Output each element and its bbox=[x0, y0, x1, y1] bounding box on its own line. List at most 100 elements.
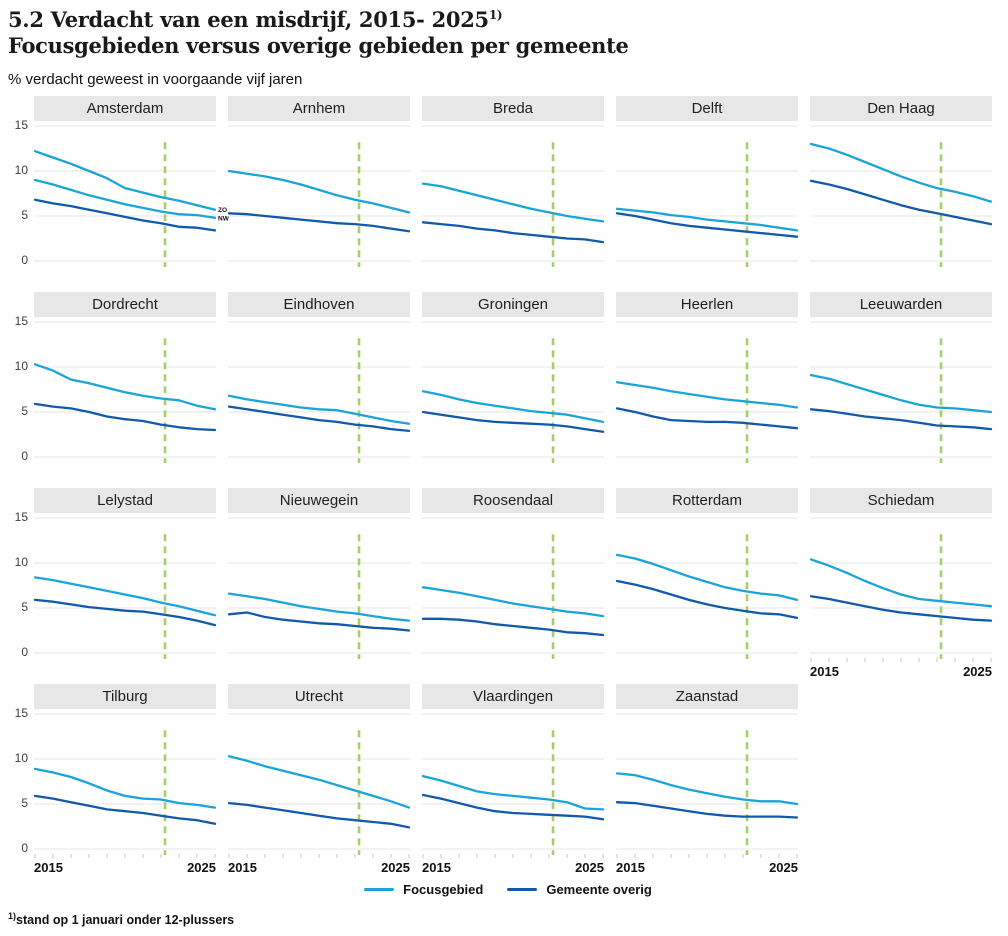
panel-chart-svg bbox=[615, 517, 799, 659]
focusgebied-line bbox=[421, 182, 605, 223]
panel-title: Leeuwarden bbox=[810, 292, 992, 317]
panel-tilburg: Tilburg 2015 2025 bbox=[33, 684, 217, 876]
panel-title: Nieuwegein bbox=[228, 488, 410, 513]
x-axis-label-end: 2025 bbox=[187, 860, 216, 875]
gemeente-overig-line bbox=[33, 598, 217, 627]
gemeente-overig-line bbox=[227, 212, 411, 233]
footnote-sup: 1) bbox=[8, 911, 17, 921]
panel-chart-svg bbox=[421, 517, 605, 659]
y-axis-gutter: 15 10 5 0 bbox=[8, 292, 34, 484]
focusgebied-line bbox=[615, 207, 799, 232]
footnote: 1)stand op 1 januari onder 12-plussers bbox=[8, 911, 1008, 927]
x-axis-label-end: 2025 bbox=[381, 860, 410, 875]
gemeente-overig-line bbox=[227, 405, 411, 433]
x-axis-label-start: 2015 bbox=[810, 664, 839, 679]
legend-swatch bbox=[364, 887, 395, 892]
x-axis-label-end: 2025 bbox=[769, 860, 798, 875]
y-axis-label: 0 bbox=[21, 253, 28, 267]
panel-title: Vlaardingen bbox=[422, 684, 604, 709]
panel-title: Heerlen bbox=[616, 292, 798, 317]
y-axis-label: 0 bbox=[21, 449, 28, 463]
gemeente-overig-line bbox=[421, 410, 605, 433]
panel-title: Tilburg bbox=[34, 684, 216, 709]
focusgebied-line bbox=[809, 558, 993, 608]
y-axis-label: 0 bbox=[21, 645, 28, 659]
panel-rotterdam: Rotterdam bbox=[615, 488, 799, 680]
focusgebied-line bbox=[33, 576, 217, 617]
panel-chart-svg: 2015 2025 bbox=[809, 517, 993, 679]
panel-title: Den Haag bbox=[810, 96, 992, 121]
series-annotation-nw: NW bbox=[218, 215, 230, 222]
x-axis-label-end: 2025 bbox=[575, 860, 604, 875]
y-axis-gutter: 15 10 5 0 bbox=[8, 684, 34, 876]
panel-amsterdam: Amsterdam ZO NW bbox=[33, 96, 230, 288]
panel-title: Groningen bbox=[422, 292, 604, 317]
panel-nieuwegein: Nieuwegein bbox=[227, 488, 411, 680]
panel-chart-svg bbox=[227, 517, 411, 659]
gemeente-overig-line bbox=[809, 179, 993, 226]
panel-title: Eindhoven bbox=[228, 292, 410, 317]
x-axis-label-start: 2015 bbox=[616, 860, 645, 875]
gemeente-overig-line bbox=[809, 595, 993, 622]
panel-chart-svg bbox=[227, 321, 411, 463]
panel-title: Rotterdam bbox=[616, 488, 798, 513]
gemeente-overig-line bbox=[227, 611, 411, 632]
y-axis-label: 10 bbox=[14, 555, 28, 569]
panel-chart-svg: 2015 2025 bbox=[615, 713, 799, 875]
panel-chart-svg bbox=[421, 321, 605, 463]
panel-den-haag: Den Haag bbox=[809, 96, 993, 288]
chart-row: 15 10 5 0 Lelystad Nieuwegein Roosendaal Rotter… bbox=[8, 488, 1008, 680]
focusgebied-line bbox=[227, 755, 411, 809]
legend-swatch bbox=[507, 887, 538, 892]
gemeente-overig-line bbox=[33, 198, 217, 232]
panel-chart-svg bbox=[33, 517, 217, 659]
y-axis-label: 10 bbox=[14, 751, 28, 765]
panel-utrecht: Utrecht 2015 2025 bbox=[227, 684, 411, 876]
y-axis-label: 15 bbox=[14, 510, 28, 524]
series-annotation-zo: ZO bbox=[218, 207, 227, 214]
panel-lelystad: Lelystad bbox=[33, 488, 217, 680]
y-axis-gutter: 15 10 5 0 bbox=[8, 488, 34, 680]
y-axis-label: 10 bbox=[14, 359, 28, 373]
focusgebied-line bbox=[421, 390, 605, 424]
footnote-marker: 1) bbox=[488, 8, 503, 22]
panel-title: Breda bbox=[422, 96, 604, 121]
y-axis-label: 5 bbox=[21, 208, 28, 222]
gemeente-overig-line bbox=[33, 794, 217, 825]
legend-item-focusgebied: Focusgebied bbox=[364, 882, 483, 897]
focusgebied-line bbox=[33, 363, 217, 411]
focusgebied-line bbox=[227, 592, 411, 622]
panel-breda: Breda bbox=[421, 96, 605, 288]
y-axis-label: 15 bbox=[14, 314, 28, 328]
chart-row: 15 10 5 0 Amsterdam ZO NW Arnhem Breda Delft Den H… bbox=[8, 96, 1008, 288]
focusgebied-line bbox=[615, 553, 799, 602]
panel-eindhoven: Eindhoven bbox=[227, 292, 411, 484]
legend-item-gemeente-overig: Gemeente overig bbox=[507, 882, 652, 897]
focusgebied-line bbox=[227, 394, 411, 425]
gemeente-overig-line bbox=[615, 212, 799, 238]
panel-chart-svg bbox=[421, 125, 605, 267]
panel-chart-svg bbox=[809, 125, 993, 267]
panel-title: Arnhem bbox=[228, 96, 410, 121]
chart-row: 15 10 5 0 Tilburg 2015 2025 Utrecht 2015 2025 Vlaa… bbox=[8, 684, 1008, 876]
footnote-text: stand op 1 januari onder 12-plussers bbox=[16, 913, 235, 928]
legend-label: Gemeente overig bbox=[546, 882, 652, 897]
gemeente-overig-line bbox=[615, 407, 799, 430]
panel-chart-svg: 2015 2025 bbox=[227, 713, 411, 875]
panel-chart-svg bbox=[809, 321, 993, 463]
panel-zaanstad: Zaanstad 2015 2025 bbox=[615, 684, 799, 876]
y-axis-label: 5 bbox=[21, 404, 28, 418]
gemeente-overig-line bbox=[809, 408, 993, 431]
panel-arnhem: Arnhem bbox=[227, 96, 411, 288]
panel-title: Delft bbox=[616, 96, 798, 121]
gemeente-overig-line bbox=[227, 801, 411, 829]
panel-vlaardingen: Vlaardingen 2015 2025 bbox=[421, 684, 605, 876]
legend: Focusgebied Gemeente overig bbox=[8, 882, 1008, 897]
panel-chart-svg bbox=[615, 125, 799, 267]
panel-title: Schiedam bbox=[810, 488, 992, 513]
focusgebied-line bbox=[421, 586, 605, 618]
chart-title-text: 5.2 Verdacht van een misdrijf, 2015- 202… bbox=[8, 7, 489, 32]
x-axis-label-start: 2015 bbox=[422, 860, 451, 875]
